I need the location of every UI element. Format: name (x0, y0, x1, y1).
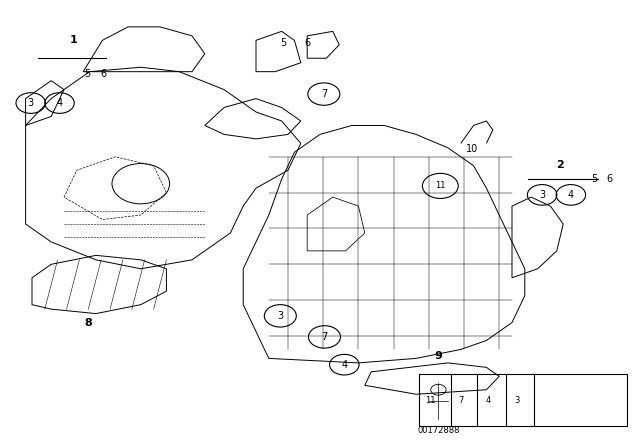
Text: 11: 11 (435, 181, 445, 190)
Text: 3: 3 (28, 98, 34, 108)
Text: 2: 2 (556, 160, 564, 170)
Text: 9: 9 (435, 351, 442, 361)
Text: 7: 7 (321, 332, 328, 342)
Text: 4: 4 (486, 396, 491, 405)
Text: 6: 6 (100, 69, 107, 79)
Text: 4: 4 (568, 190, 574, 200)
Text: 5: 5 (280, 38, 287, 47)
Text: 3: 3 (277, 311, 284, 321)
Text: 4: 4 (341, 360, 348, 370)
Text: 3: 3 (539, 190, 545, 200)
Text: 1: 1 (70, 35, 77, 45)
Text: 6: 6 (607, 174, 613, 184)
Text: 7: 7 (321, 89, 327, 99)
Text: 00172888: 00172888 (417, 426, 460, 435)
Text: 5: 5 (84, 69, 91, 79)
Text: 10: 10 (466, 144, 479, 154)
Text: 7: 7 (458, 396, 463, 405)
Text: 4: 4 (56, 98, 63, 108)
Polygon shape (307, 197, 365, 251)
Text: 11: 11 (425, 396, 435, 405)
Text: 3: 3 (515, 396, 520, 405)
Text: 5: 5 (591, 174, 597, 184)
Text: 6: 6 (304, 38, 310, 47)
Text: 8: 8 (84, 318, 92, 327)
